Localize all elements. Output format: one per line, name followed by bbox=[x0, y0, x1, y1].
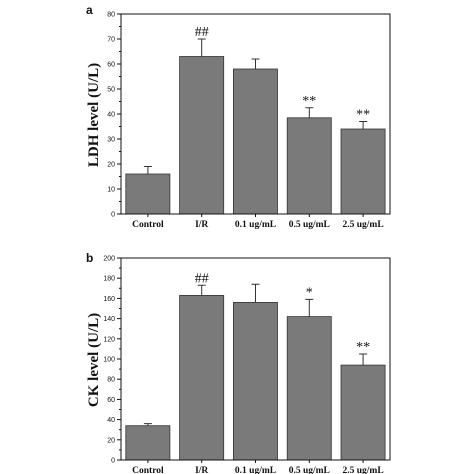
x-category-labels: Control I/R 0.1 ug/mL 0.5 ug/mL 2.5 ug/mL bbox=[132, 220, 384, 230]
x-tick-label: Control bbox=[132, 220, 164, 230]
bar bbox=[232, 68, 278, 215]
error-bar bbox=[197, 38, 206, 57]
bar bbox=[286, 316, 332, 461]
y-tick-label: 20 bbox=[107, 162, 115, 169]
x-tick-label: 0.1 ug/mL bbox=[235, 466, 276, 474]
y-axis-label: LDH level (U/L) bbox=[86, 63, 102, 167]
y-tick-label: 40 bbox=[107, 417, 115, 424]
y-tick-label: 0 bbox=[111, 212, 115, 219]
plot-frame bbox=[120, 257, 391, 461]
error-bar bbox=[359, 353, 368, 366]
bar bbox=[340, 128, 386, 215]
x-tick-label: Control bbox=[132, 466, 164, 474]
y-tick-label: 80 bbox=[107, 377, 115, 384]
error-bar bbox=[251, 58, 260, 69]
y-tick-label: 180 bbox=[103, 276, 115, 283]
y-tick-label: 160 bbox=[103, 296, 115, 303]
error-bar bbox=[305, 107, 314, 118]
bar bbox=[340, 364, 386, 461]
x-tick-label: 0.5 ug/mL bbox=[289, 466, 330, 474]
significance-annotations: ##*** bbox=[195, 271, 370, 355]
bars bbox=[125, 294, 386, 461]
bar bbox=[286, 117, 332, 215]
y-tick-label: 20 bbox=[107, 437, 115, 444]
panel-letter-a: a bbox=[86, 3, 93, 17]
error-bars bbox=[143, 283, 368, 426]
significance-mark: ** bbox=[356, 340, 370, 355]
y-tick-label: 60 bbox=[107, 397, 115, 404]
y-tick-label: 100 bbox=[103, 357, 115, 364]
x-tick-label: 0.5 ug/mL bbox=[289, 220, 330, 230]
panel-letter-b: b bbox=[86, 251, 93, 265]
significance-mark: ** bbox=[356, 108, 370, 123]
significance-mark: ## bbox=[195, 25, 209, 40]
bars bbox=[125, 56, 386, 215]
y-axis-label: CK level (U/L) bbox=[86, 313, 102, 407]
ck-chart: b CK level (U/L) ##*** 02040608010012014… bbox=[86, 251, 391, 474]
y-tick-label: 50 bbox=[107, 87, 115, 94]
x-category-labels: Control I/R 0.1 ug/mL 0.5 ug/mL 2.5 ug/mL bbox=[132, 466, 384, 474]
significance-mark: ## bbox=[195, 271, 209, 286]
significance-mark: * bbox=[306, 285, 313, 300]
y-tick-label: 10 bbox=[107, 187, 115, 194]
y-tick-label: 120 bbox=[103, 336, 115, 343]
y-tick-label: 0 bbox=[111, 458, 115, 465]
x-tick-label: 2.5 ug/mL bbox=[343, 220, 384, 230]
x-tick-label: 2.5 ug/mL bbox=[343, 466, 384, 474]
error-bar bbox=[197, 284, 206, 296]
bar bbox=[232, 301, 278, 461]
y-tick-label: 140 bbox=[103, 316, 115, 323]
plot-frame bbox=[120, 13, 391, 215]
y-tick-label: 200 bbox=[103, 256, 115, 263]
y-tick-label: 40 bbox=[107, 112, 115, 119]
y-tick-label: 60 bbox=[107, 62, 115, 69]
error-bar bbox=[305, 298, 314, 317]
error-bar bbox=[251, 283, 260, 303]
x-tick-label: I/R bbox=[195, 220, 208, 230]
bar bbox=[125, 425, 171, 461]
x-tick-label: 0.1 ug/mL bbox=[235, 220, 276, 230]
error-bars bbox=[143, 38, 368, 174]
bar bbox=[179, 56, 225, 215]
error-bar bbox=[359, 121, 368, 129]
ldh-chart: a LDH level (U/L) ## ** ** 0 10 20 30 40 50 60 70… bbox=[86, 3, 391, 230]
significance-annotations: ## ** ** bbox=[195, 25, 370, 123]
bar bbox=[179, 294, 225, 461]
x-tick-label: I/R bbox=[195, 466, 208, 474]
significance-mark: ** bbox=[302, 94, 316, 109]
error-bar bbox=[143, 166, 152, 174]
y-tick-label: 80 bbox=[107, 12, 115, 19]
y-tick-label: 30 bbox=[107, 137, 115, 144]
y-tick-label: 70 bbox=[107, 37, 115, 44]
error-bar bbox=[143, 423, 152, 426]
y-axis-ticks: 0 10 20 30 40 50 60 70 80 bbox=[107, 12, 121, 219]
bar bbox=[125, 173, 171, 215]
y-axis-ticks: 0 20 40 60 80 100 120 140 160 180 200 bbox=[103, 256, 121, 465]
